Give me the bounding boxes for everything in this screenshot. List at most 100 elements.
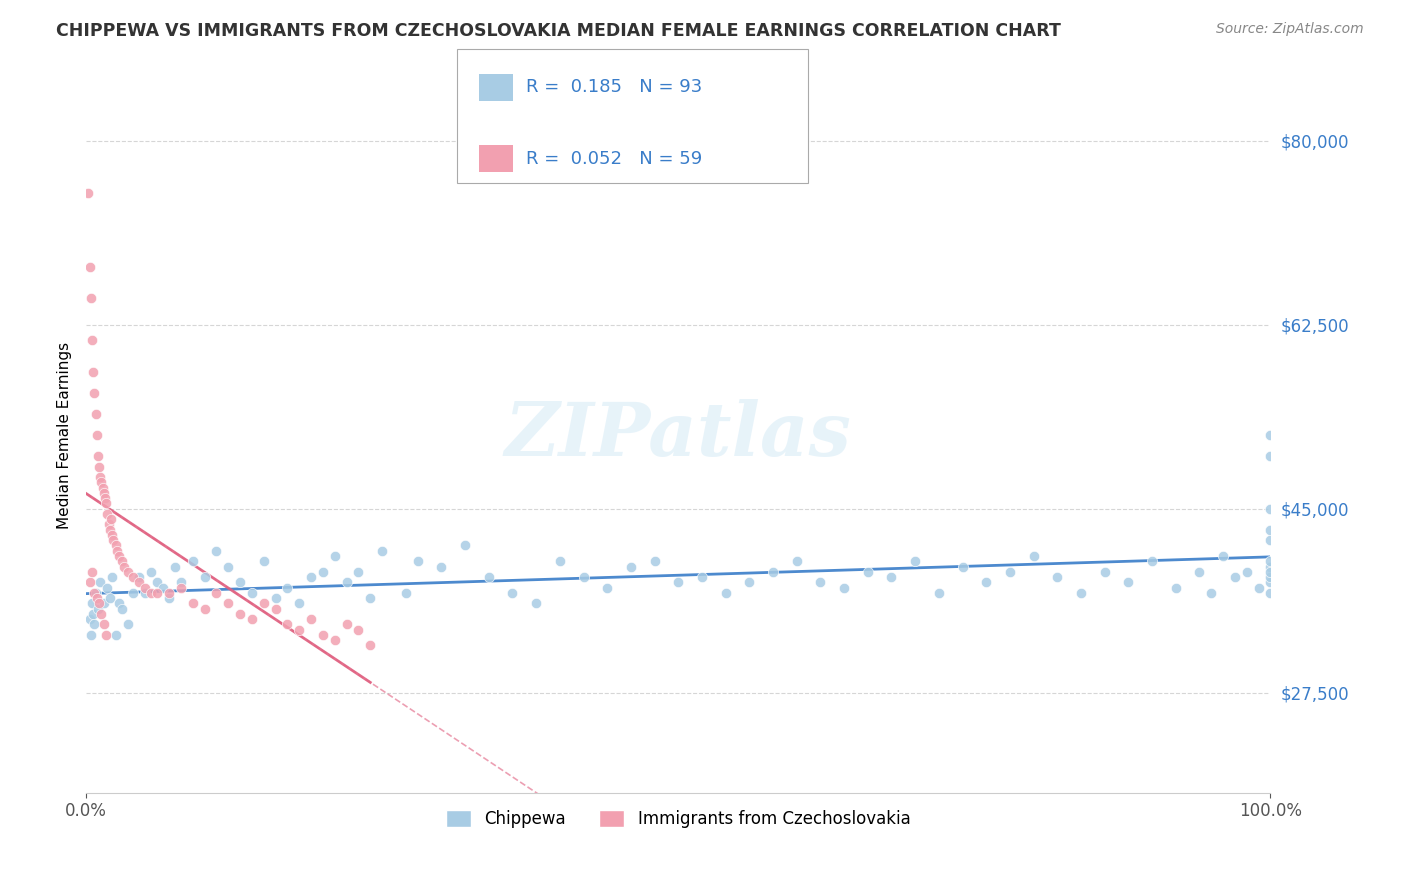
Point bbox=[253, 596, 276, 610]
Point bbox=[359, 591, 381, 605]
Point bbox=[478, 570, 501, 584]
Point bbox=[276, 581, 298, 595]
Point bbox=[395, 586, 418, 600]
Point bbox=[90, 475, 112, 490]
Point bbox=[974, 575, 997, 590]
Point bbox=[117, 617, 139, 632]
Point bbox=[347, 623, 370, 637]
Point bbox=[1260, 533, 1282, 548]
Point bbox=[217, 559, 239, 574]
Point bbox=[103, 533, 125, 548]
Point bbox=[312, 565, 335, 579]
Point bbox=[80, 596, 103, 610]
Point bbox=[856, 565, 879, 579]
Point bbox=[86, 591, 108, 605]
Text: ZIPatlas: ZIPatlas bbox=[505, 399, 852, 471]
Text: Source: ZipAtlas.com: Source: ZipAtlas.com bbox=[1216, 22, 1364, 37]
Text: R =  0.052   N = 59: R = 0.052 N = 59 bbox=[526, 150, 702, 168]
Point bbox=[501, 586, 523, 600]
Point bbox=[181, 554, 204, 568]
Point bbox=[1188, 565, 1211, 579]
Point bbox=[644, 554, 666, 568]
Point bbox=[347, 565, 370, 579]
Point bbox=[80, 565, 103, 579]
Point bbox=[1118, 575, 1140, 590]
Point bbox=[1070, 586, 1092, 600]
Point bbox=[336, 617, 359, 632]
Point bbox=[108, 596, 131, 610]
Point bbox=[928, 586, 950, 600]
Point bbox=[146, 575, 169, 590]
Point bbox=[666, 575, 689, 590]
Point bbox=[193, 601, 215, 615]
Point bbox=[83, 617, 105, 632]
Point bbox=[79, 260, 101, 274]
Point bbox=[104, 628, 127, 642]
Point bbox=[170, 575, 193, 590]
Point bbox=[101, 570, 124, 584]
Point bbox=[80, 628, 103, 642]
Point bbox=[371, 543, 394, 558]
Point bbox=[96, 507, 118, 521]
Point bbox=[832, 581, 855, 595]
Point bbox=[1022, 549, 1045, 563]
Point bbox=[762, 565, 785, 579]
Point bbox=[880, 570, 903, 584]
Point bbox=[904, 554, 927, 568]
Point bbox=[79, 612, 101, 626]
Point bbox=[336, 575, 359, 590]
Point bbox=[128, 570, 150, 584]
Point bbox=[97, 517, 120, 532]
Point bbox=[93, 596, 115, 610]
Point bbox=[359, 639, 381, 653]
Point bbox=[786, 554, 808, 568]
Point bbox=[83, 586, 105, 600]
Point bbox=[1199, 586, 1222, 600]
Point bbox=[87, 601, 110, 615]
Point bbox=[524, 596, 547, 610]
Point bbox=[157, 586, 180, 600]
Point bbox=[264, 591, 287, 605]
Point bbox=[98, 591, 121, 605]
Point bbox=[738, 575, 761, 590]
Point bbox=[690, 570, 713, 584]
Point bbox=[430, 559, 453, 574]
Point bbox=[1164, 581, 1187, 595]
Point bbox=[82, 365, 104, 379]
Point bbox=[90, 607, 112, 621]
Point bbox=[264, 601, 287, 615]
Point bbox=[253, 554, 276, 568]
Point bbox=[100, 512, 122, 526]
Point bbox=[87, 459, 110, 474]
Point bbox=[110, 554, 132, 568]
Point bbox=[104, 539, 127, 553]
Point bbox=[87, 449, 110, 463]
Point bbox=[141, 565, 163, 579]
Point bbox=[157, 591, 180, 605]
Point bbox=[89, 470, 111, 484]
Point bbox=[454, 539, 477, 553]
Point bbox=[122, 570, 145, 584]
Legend: Chippewa, Immigrants from Czechoslovakia: Chippewa, Immigrants from Czechoslovakia bbox=[440, 803, 917, 834]
Point bbox=[240, 612, 263, 626]
Point bbox=[117, 565, 139, 579]
Point bbox=[146, 586, 169, 600]
Point bbox=[406, 554, 429, 568]
Point bbox=[80, 291, 103, 305]
Point bbox=[548, 554, 571, 568]
Point bbox=[312, 628, 335, 642]
Point bbox=[98, 523, 121, 537]
Point bbox=[84, 407, 107, 421]
Point bbox=[276, 617, 298, 632]
Point bbox=[96, 628, 118, 642]
Point bbox=[77, 186, 100, 201]
Point bbox=[1260, 575, 1282, 590]
Point bbox=[323, 549, 346, 563]
Point bbox=[134, 586, 156, 600]
Point bbox=[93, 486, 115, 500]
Point bbox=[79, 575, 101, 590]
Point bbox=[96, 581, 118, 595]
Point bbox=[952, 559, 974, 574]
Point bbox=[134, 581, 156, 595]
Point bbox=[299, 570, 322, 584]
